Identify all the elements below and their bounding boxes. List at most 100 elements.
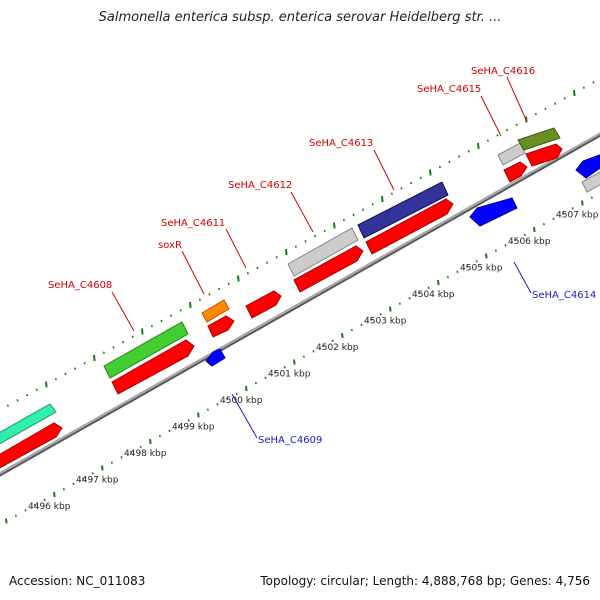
label-soxR[interactable]: soxR: [158, 240, 182, 251]
label-c4614[interactable]: SeHA_C4614: [532, 290, 596, 301]
major-tick: [45, 381, 48, 388]
gene-teal[interactable]: [0, 403, 57, 446]
minor-tick: [486, 139, 489, 142]
minor-tick: [187, 419, 190, 422]
minor-tick: [331, 339, 334, 343]
gene-navy-c4613[interactable]: [357, 181, 449, 239]
minor-tick: [170, 314, 173, 317]
lower-tick-row: [5, 196, 593, 524]
minor-tick: [120, 456, 123, 459]
major-tick: [93, 354, 96, 362]
minor-tick: [562, 212, 565, 215]
kbp-tick-label: 4503 kbp: [364, 317, 407, 327]
minor-tick: [427, 286, 430, 290]
gene-grey-c4612[interactable]: [287, 227, 359, 277]
minor-tick: [563, 97, 566, 100]
gene-red-7[interactable]: [503, 161, 528, 183]
major-tick: [485, 253, 488, 259]
minor-tick: [571, 207, 574, 210]
kbp-tick-label: 4502 kbp: [316, 343, 359, 353]
minor-tick: [458, 155, 461, 158]
minor-tick: [43, 498, 46, 502]
gene-blue-right[interactable]: [575, 154, 600, 179]
gene-red-3[interactable]: [207, 315, 235, 338]
minor-tick: [342, 218, 345, 222]
minor-tick: [466, 265, 469, 268]
label-c4612[interactable]: SeHA_C4612: [228, 180, 292, 191]
major-tick: [573, 89, 576, 97]
gene-red-5[interactable]: [293, 245, 364, 293]
minor-tick: [544, 107, 547, 111]
kbp-tick-label: 4497 kbp: [76, 476, 119, 486]
gene-olive-c4616[interactable]: [517, 127, 561, 151]
minor-tick: [34, 503, 37, 507]
minor-tick: [130, 450, 133, 454]
label-c4611[interactable]: SeHA_C4611: [161, 218, 225, 229]
minor-tick: [515, 123, 518, 127]
minor-tick: [352, 213, 355, 217]
leader-lines: [111, 76, 532, 439]
minor-tick: [266, 261, 269, 264]
major-tick: [245, 385, 248, 392]
minor-tick: [6, 404, 9, 407]
major-tick: [389, 306, 392, 312]
minor-tick: [160, 319, 163, 323]
gene-orange-soxR[interactable]: [201, 299, 230, 323]
minor-tick: [446, 275, 449, 279]
label-c4608[interactable]: SeHA_C4608: [48, 280, 112, 291]
minor-tick: [139, 445, 142, 449]
minor-tick: [168, 429, 171, 433]
gene-red-6[interactable]: [365, 198, 454, 255]
gene-red-1[interactable]: [0, 422, 63, 470]
kbp-tick-label: 4498 kbp: [124, 449, 167, 459]
minor-tick: [506, 128, 509, 132]
minor-tick: [496, 134, 499, 137]
minor-tick: [62, 487, 65, 491]
minor-tick: [218, 287, 221, 291]
minor-tick: [275, 256, 278, 259]
minor-tick: [494, 249, 497, 252]
gene-blue-c4614[interactable]: [469, 197, 518, 227]
minor-tick: [150, 324, 153, 328]
minor-tick: [206, 408, 209, 411]
label-c4609[interactable]: SeHA_C4609: [258, 435, 322, 446]
minor-tick: [419, 176, 422, 180]
minor-tick: [534, 112, 537, 116]
minor-tick: [552, 217, 555, 221]
gene-red-4[interactable]: [245, 290, 282, 319]
kbp-tick-label: 4504 kbp: [412, 290, 455, 300]
major-tick: [477, 142, 480, 150]
minor-tick: [398, 302, 401, 305]
minor-tick: [158, 434, 161, 438]
minor-tick: [467, 150, 470, 153]
major-tick: [293, 359, 296, 365]
major-tick: [381, 195, 384, 203]
minor-tick: [122, 340, 125, 344]
gene-grey-c4615[interactable]: [497, 142, 526, 166]
minor-tick: [91, 472, 94, 475]
label-c4613[interactable]: SeHA_C4613: [309, 138, 373, 149]
gene-grey-right[interactable]: [581, 171, 600, 193]
minor-tick: [542, 222, 545, 226]
gene-green-c4608[interactable]: [103, 321, 189, 379]
kbp-tick-labels: 4496 kbp 4497 kbp 4498 kbp 4499 kbp 4500 kbp…: [28, 211, 599, 513]
gene-labels: SeHA_C4608 soxR SeHA_C4611 SeHA_C4612 Se…: [48, 66, 596, 446]
minor-tick: [131, 335, 134, 339]
forward-red-genes: [0, 143, 563, 470]
label-c4615[interactable]: SeHA_C4615: [417, 84, 481, 95]
label-c4616[interactable]: SeHA_C4616: [471, 66, 535, 77]
gene-red-8[interactable]: [525, 143, 563, 167]
minor-tick: [370, 318, 373, 321]
minor-tick: [264, 376, 267, 380]
gene-blue-c4609[interactable]: [205, 348, 226, 367]
minor-tick: [456, 270, 459, 274]
major-tick: [5, 518, 8, 524]
major-tick: [101, 465, 104, 471]
minor-tick: [16, 399, 19, 402]
gene-red-2[interactable]: [111, 339, 195, 395]
kbp-tick-label: 4506 kbp: [508, 237, 551, 247]
accession-text: Accession: NC_011083: [9, 574, 146, 588]
minor-tick: [592, 81, 595, 84]
minor-tick: [82, 477, 85, 480]
